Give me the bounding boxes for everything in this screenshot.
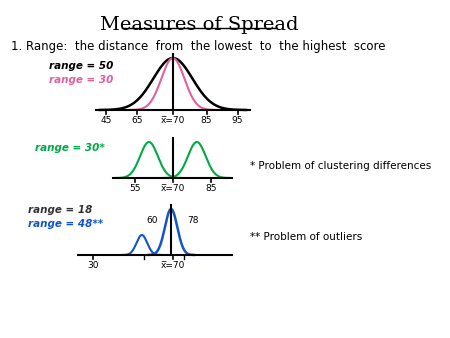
Text: 30: 30	[87, 261, 99, 270]
Text: x̅=70: x̅=70	[161, 116, 185, 125]
Text: range = 18: range = 18	[28, 205, 93, 215]
Text: 65: 65	[132, 116, 143, 125]
Text: range = 30: range = 30	[49, 75, 113, 85]
Text: Measures of Spread: Measures of Spread	[100, 16, 299, 34]
Text: range = 50: range = 50	[49, 61, 113, 71]
Text: 85: 85	[205, 184, 217, 193]
Text: x̅=70: x̅=70	[161, 261, 185, 270]
Text: 85: 85	[201, 116, 212, 125]
Text: * Problem of clustering differences: * Problem of clustering differences	[250, 161, 431, 171]
Text: x̅=70: x̅=70	[161, 184, 185, 193]
Text: 95: 95	[232, 116, 243, 125]
Text: ** Problem of outliers: ** Problem of outliers	[250, 232, 362, 242]
Text: 55: 55	[129, 184, 140, 193]
Text: 45: 45	[101, 116, 112, 125]
Text: 60: 60	[146, 216, 158, 225]
Text: 78: 78	[187, 216, 198, 225]
Text: range = 48**: range = 48**	[28, 219, 104, 229]
Text: range = 30*: range = 30*	[36, 143, 105, 153]
Text: 1. Range:  the distance  from  the lowest  to  the highest  score: 1. Range: the distance from the lowest t…	[11, 40, 385, 53]
